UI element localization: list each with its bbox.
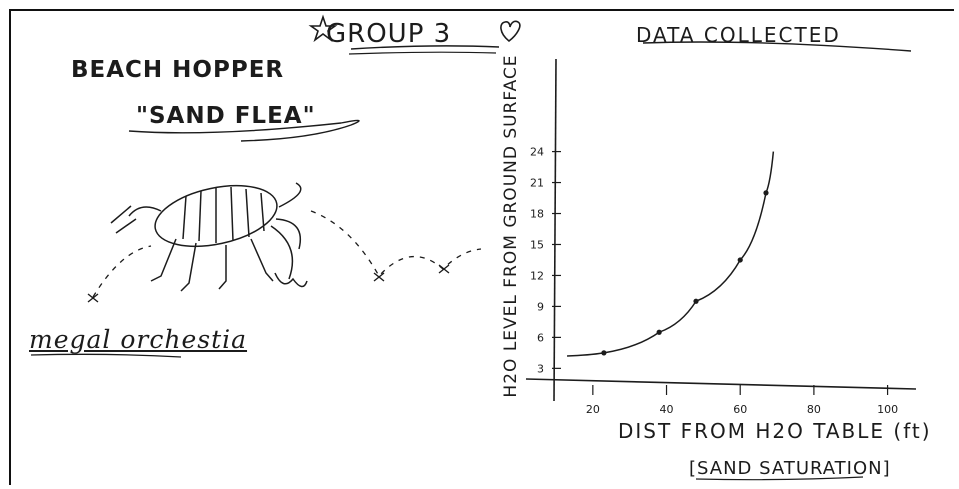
y-tick-label: 21 [530,177,544,190]
latin-underline [30,353,182,358]
sand-flea-drawing [110,182,308,292]
x-tick-label: 80 [807,403,821,416]
drawing-layer: 3 6 9 12 15 18 21 24 20 40 60 80 100 [30,14,917,481]
y-tick-label: 6 [537,331,544,344]
nickname-swoosh [128,119,360,142]
y-tick-label: 9 [537,300,544,313]
x-tick-label: 60 [733,403,747,416]
x-axis-line [525,378,917,390]
y-tick-label: 15 [530,238,544,251]
data-point [656,329,662,335]
y-axis-label: H2O LEVEL FROM GROUND SURFACE [501,54,521,398]
bracket-underline [695,476,864,481]
x-axis-label: DIST FROM H2O TABLE (ft) [618,419,932,443]
y-tick-label: 3 [537,362,544,375]
data-point [693,298,699,304]
x-tick-label: 40 [660,403,674,416]
page-title: GROUP 3 [326,19,452,49]
data-point [737,257,743,263]
y-tick-label: 24 [530,146,544,159]
y-axis-line [553,58,557,402]
notebook-sheet: 3 6 9 12 15 18 21 24 20 40 60 80 100 GROUP 3 DATA C… [9,9,954,485]
hop-marker-icon [87,264,450,303]
title-underline-2 [348,51,497,55]
specimen-latin-name: megal orchestia [29,325,248,354]
hop-trajectory [92,210,482,298]
data-collected-label: DATA COLLECTED [636,23,841,47]
data-point [601,350,607,356]
y-tick-label: 12 [530,269,544,282]
heart-icon [500,20,521,43]
data-point [763,190,769,196]
y-tick-label: 18 [530,208,544,221]
specimen-nickname: "SAND FLEA" [136,103,316,129]
chart: 3 6 9 12 15 18 21 24 20 40 60 80 100 [525,58,917,416]
star-icon [308,14,338,43]
title-underline [350,45,500,50]
x-axis-sublabel: [SAND SATURATION] [689,458,891,479]
x-tick-label: 20 [586,403,600,416]
trend-curve [567,151,775,357]
x-tick-label: 100 [877,403,898,416]
data-label-underline [642,41,912,52]
specimen-common-name: BEACH HOPPER [71,57,285,83]
